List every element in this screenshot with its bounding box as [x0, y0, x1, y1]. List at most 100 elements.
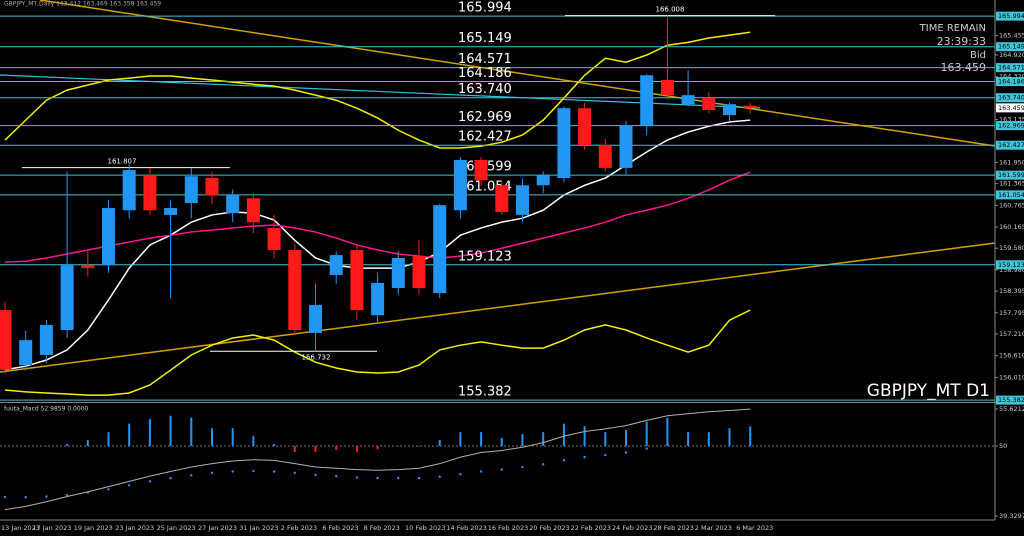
- candle-body: [453, 159, 467, 211]
- signal-dot: [355, 476, 359, 479]
- signal-dot: [666, 443, 669, 446]
- candle-body: [743, 105, 757, 108]
- bid-axis-box: [996, 103, 1024, 113]
- signal-dot: [707, 438, 710, 441]
- histogram-bar: [583, 426, 586, 446]
- signal-dot: [542, 463, 545, 466]
- candle-body: [412, 256, 426, 289]
- level-axis-label: 155.382: [998, 396, 1024, 404]
- candle-body: [660, 79, 674, 96]
- candle-body: [0, 310, 12, 370]
- level-axis-box: [996, 190, 1024, 200]
- indicator-line: [4, 31, 751, 149]
- histogram-bar: [190, 417, 193, 446]
- level-axis-label: 165.994: [998, 12, 1024, 20]
- signal-dot: [397, 476, 400, 480]
- time-remain-label: TIME REMAIN: [919, 23, 986, 34]
- y-tick-label: 159.580: [999, 244, 1024, 252]
- level-axis-box: [996, 63, 1024, 73]
- bid-label: Bid: [970, 50, 986, 61]
- histogram-bar: [687, 432, 690, 446]
- x-tick-label: 31 Jan 2023: [239, 524, 278, 532]
- level-label: 164.186: [458, 66, 512, 81]
- level-label: 165.994: [458, 1, 512, 16]
- level-axis-box: [996, 121, 1024, 131]
- x-tick-label: 2 Feb 2023: [281, 524, 317, 532]
- candle-body: [536, 175, 550, 186]
- y-tick-label: 55.6212: [999, 405, 1024, 413]
- candle-body: [226, 195, 240, 214]
- signal-dot: [335, 474, 338, 478]
- y-tick-label: 164.920: [999, 51, 1024, 59]
- signal-dot: [417, 476, 421, 480]
- histogram-bar: [355, 445, 358, 452]
- signal-dot: [314, 473, 317, 477]
- signal-dot: [749, 433, 752, 436]
- signal-dot: [3, 495, 7, 499]
- level-label: 163.740: [458, 82, 512, 97]
- candle-body: [81, 265, 95, 269]
- candle-body: [598, 145, 612, 168]
- level-axis-label: 161.599: [998, 171, 1024, 179]
- histogram-bar: [335, 445, 338, 450]
- signal-dot: [293, 471, 296, 475]
- histogram-bar: [500, 438, 503, 446]
- level-axis-box: [996, 11, 1024, 21]
- candle-body: [557, 108, 571, 179]
- y-tick-label: 161.365: [999, 180, 1024, 188]
- histogram-bar: [293, 445, 296, 452]
- y-tick-label: 160.765: [999, 201, 1024, 209]
- signal-dot: [128, 484, 131, 487]
- level-axis-box: [996, 170, 1024, 180]
- level-axis-box: [996, 77, 1024, 87]
- histogram-bar: [148, 419, 151, 446]
- trend-channel: [0, 74, 761, 109]
- candle-body: [391, 257, 405, 289]
- signal-dot: [500, 468, 503, 471]
- histogram-bar: [66, 443, 69, 446]
- x-tick-label: 6 Feb 2023: [322, 524, 358, 532]
- y-tick-label: 161.950: [999, 158, 1024, 166]
- x-tick-label: 19 Jan 2023: [74, 524, 113, 532]
- y-tick-label: 164.320: [999, 73, 1024, 81]
- candle-body: [495, 185, 509, 213]
- x-tick-label: 2 Mar 2023: [695, 524, 732, 532]
- histogram-bar: [749, 426, 752, 446]
- y-tick-label: 163.135: [999, 116, 1024, 124]
- y-tick-label: 165.455: [999, 32, 1024, 40]
- level-axis-box: [996, 140, 1024, 150]
- histogram-bar: [107, 432, 110, 446]
- signal-dot: [210, 471, 214, 475]
- level-axis-label: 165.149: [998, 43, 1024, 51]
- signal-dot: [686, 440, 690, 444]
- time-remain: 23:39:33: [937, 35, 986, 48]
- histogram-bar: [24, 445, 27, 447]
- candle-body: [516, 185, 529, 215]
- candle-body: [122, 170, 136, 211]
- x-tick-label: 27 Jan 2023: [198, 524, 237, 532]
- level-axis-box: [996, 395, 1024, 405]
- histogram-bar: [45, 445, 48, 447]
- x-tick-label: 20 Feb 2023: [529, 524, 569, 532]
- histogram-bar: [666, 417, 669, 446]
- signal-dot: [479, 470, 483, 473]
- level-label: 164.571: [458, 52, 512, 67]
- chart-title: GBPJPY_MT D1: [867, 381, 990, 401]
- level-axis-box: [996, 93, 1024, 103]
- histogram-bar: [252, 436, 255, 446]
- signal-dot: [459, 472, 462, 476]
- signal-dot: [24, 495, 27, 499]
- candle-body: [578, 108, 592, 146]
- candle-body: [60, 265, 74, 330]
- macd-line: [4, 408, 751, 511]
- signal-dot: [231, 470, 234, 473]
- x-tick-label: 24 Feb 2023: [612, 524, 652, 532]
- level-label: 155.382: [458, 385, 512, 400]
- signal-dot: [438, 475, 441, 478]
- y-tick-label: 156.010: [999, 373, 1024, 381]
- histogram-bar: [314, 445, 317, 452]
- x-tick-label: 25 Jan 2023: [157, 524, 196, 532]
- level-axis-label: 159.123: [998, 261, 1024, 269]
- histogram-bar: [604, 432, 607, 446]
